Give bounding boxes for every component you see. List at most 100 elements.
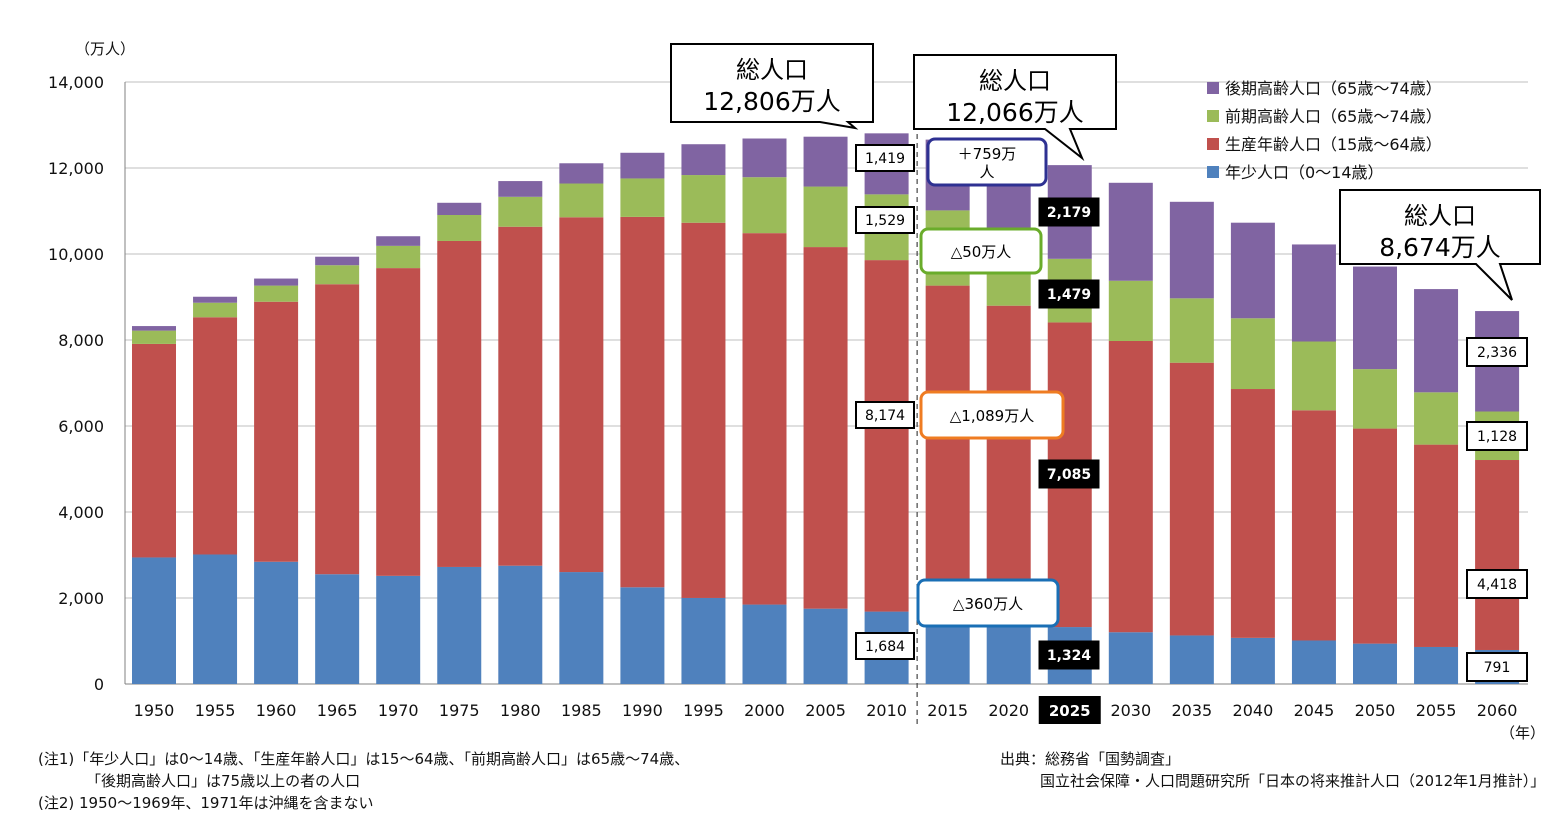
x-tick-label: 2005 xyxy=(805,701,846,720)
value-label-box xyxy=(855,206,915,234)
bar-segment xyxy=(193,296,238,303)
bar-segment xyxy=(376,245,421,269)
value-label-box xyxy=(1466,421,1528,451)
bar-segment xyxy=(193,554,238,684)
bar-segment xyxy=(620,152,665,179)
bar-segment xyxy=(1291,640,1336,684)
x-tick-label: 1955 xyxy=(195,701,236,720)
x-tick-label: 1970 xyxy=(378,701,419,720)
callout-value: 12,066万人 xyxy=(946,98,1083,127)
bar-segment xyxy=(1108,340,1153,633)
y-tick-label: 2,000 xyxy=(58,589,104,608)
value-label-box xyxy=(1466,337,1528,367)
callout-value: 8,674万人 xyxy=(1379,233,1501,262)
x-tick-label: 2060 xyxy=(1477,701,1518,720)
bar-segment xyxy=(437,240,482,567)
bar-segment xyxy=(254,561,299,684)
value-label: 1,529 xyxy=(865,213,905,229)
bar-segment xyxy=(681,597,726,684)
bar-segment xyxy=(1108,182,1153,281)
x-tick-label: 1950 xyxy=(134,701,175,720)
bar-segment xyxy=(559,572,604,684)
x-tick-label: 2010 xyxy=(866,701,907,720)
bar-segment xyxy=(1353,643,1397,684)
y-tick-label: 4,000 xyxy=(58,503,104,522)
value-label: 2,336 xyxy=(1477,345,1517,361)
bar-segment xyxy=(681,175,726,223)
bar-segment xyxy=(1353,369,1397,429)
value-label-box xyxy=(1038,197,1100,227)
bar-segment xyxy=(132,330,176,344)
callout-box xyxy=(913,54,1117,162)
bar-segment xyxy=(681,222,726,598)
bar-segment xyxy=(1230,222,1275,319)
bar-segment xyxy=(1475,460,1520,650)
callout-title: 総人口 xyxy=(1404,202,1476,230)
bar-segment xyxy=(620,178,665,217)
bar-segment xyxy=(132,343,176,558)
bar-segment xyxy=(376,236,421,246)
bar-segment xyxy=(742,604,787,684)
bar-segment xyxy=(1169,298,1214,363)
legend-swatch xyxy=(1207,166,1219,178)
value-label: 1,479 xyxy=(1047,287,1091,303)
bar-segment xyxy=(315,256,360,266)
legend-label: 生産年齢人口（15歳～64歳） xyxy=(1225,135,1442,154)
x-tick-label: 1990 xyxy=(622,701,663,720)
bar-segment xyxy=(559,163,604,184)
bar-segment xyxy=(1108,280,1153,341)
change-label: ＋759万 xyxy=(958,145,1017,163)
bar-segment xyxy=(803,186,848,248)
note-1-line-1: (注1)「年少人口」は0～14歳、「生産年齢人口」は15～64歳、「前期高齢人口… xyxy=(38,750,690,768)
bar-segment xyxy=(193,317,238,555)
y-tick-label: 14,000 xyxy=(48,73,104,92)
value-label: 1,419 xyxy=(865,151,905,167)
value-label-box xyxy=(1038,279,1100,309)
bar-segment xyxy=(1230,637,1275,684)
callout-box xyxy=(1339,189,1541,301)
value-label-box xyxy=(855,632,915,660)
x-tick-label: 2015 xyxy=(927,701,968,720)
bar-segment xyxy=(803,136,848,187)
bar-segment xyxy=(1291,244,1336,342)
x-tick-label: 2035 xyxy=(1171,701,1212,720)
bar-segment xyxy=(925,285,970,616)
x-tick-label: 1965 xyxy=(317,701,358,720)
bar-segment xyxy=(1169,362,1214,636)
bar-segment xyxy=(376,268,421,576)
x-tick-label: 2040 xyxy=(1233,701,1274,720)
bar-segment xyxy=(559,217,604,573)
bar-segment xyxy=(742,138,787,178)
bar-segment xyxy=(437,202,482,215)
bar-segment xyxy=(742,177,787,234)
change-box xyxy=(926,137,1048,187)
bar-segment xyxy=(1291,410,1336,641)
value-label: 2,179 xyxy=(1047,205,1091,221)
value-label-box xyxy=(1038,459,1100,489)
change-box xyxy=(919,390,1065,440)
x-tick-label: 1960 xyxy=(256,701,297,720)
x-tick-label: 1995 xyxy=(683,701,724,720)
value-label: 791 xyxy=(1484,660,1511,676)
bar-segment xyxy=(132,557,176,684)
bar-segment xyxy=(193,302,238,318)
change-label-cont: 人 xyxy=(979,163,994,181)
value-label-box xyxy=(1038,640,1100,670)
bar-segment xyxy=(1291,341,1336,411)
note-1-line-2: 「後期高齢人口」は75歳以上の者の人口 xyxy=(86,772,361,790)
legend-swatch xyxy=(1207,138,1219,150)
bar-segment xyxy=(986,305,1031,622)
callout-value: 12,806万人 xyxy=(703,87,840,116)
bar-segment xyxy=(315,284,360,575)
x-tick-label: 1975 xyxy=(439,701,480,720)
bar-segment xyxy=(437,566,482,684)
y-tick-label: 10,000 xyxy=(48,245,104,264)
y-tick-label: 0 xyxy=(94,675,104,694)
bar-segment xyxy=(681,144,726,176)
bar-segment xyxy=(254,278,299,286)
legend-swatch xyxy=(1207,82,1219,94)
callout-title: 総人口 xyxy=(736,56,808,84)
value-label: 4,418 xyxy=(1477,577,1517,593)
